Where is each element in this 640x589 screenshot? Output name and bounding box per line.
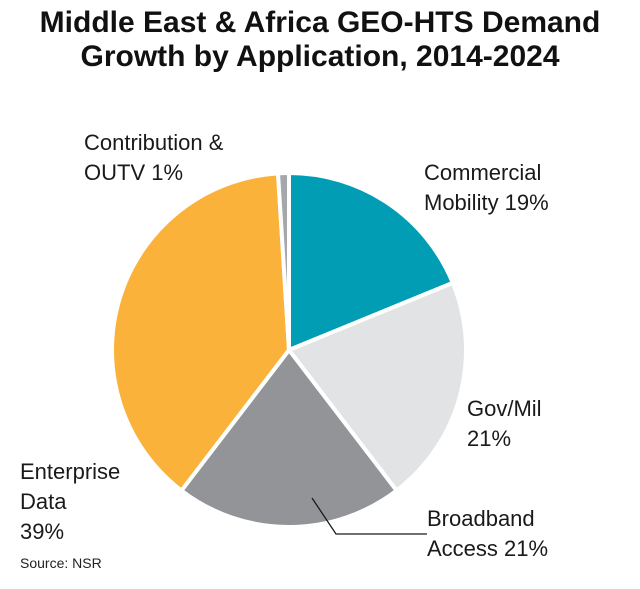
chart-title-line-2: Growth by Application, 2014-2024 — [80, 40, 560, 73]
slice-label-gov-mil-line-2: 21% — [467, 426, 512, 451]
pie-slice-contribution-outv — [276, 170, 291, 352]
chart-title-line-1: Middle East & Africa GEO-HTS Demand — [39, 6, 601, 39]
slice-label-contribution-outv-line-2: OUTV 1% — [84, 160, 184, 185]
slice-label-enterprise-data-line-3: 39% — [20, 519, 65, 544]
pie-slice-broadband-access — [179, 348, 399, 529]
slice-label-contribution-outv-line-1: Contribution & — [84, 130, 224, 155]
slice-label-enterprise-data: Enterprise Data 39% — [20, 457, 120, 547]
slice-label-gov-mil-line-1: Gov/Mil — [467, 396, 542, 421]
slice-label-broadband-access-line-2: Access 21% — [427, 536, 549, 561]
source-note: Source: NSR — [20, 555, 102, 571]
pie-slices — [110, 170, 468, 529]
slice-label-commercial-mobility: Commercial Mobility 19% — [424, 158, 549, 218]
slice-label-commercial-mobility-line-2: Mobility 19% — [424, 190, 549, 215]
leader-line-broadband-access — [311, 497, 427, 535]
slice-label-broadband-access-line-1: Broadband — [427, 506, 535, 531]
slice-label-enterprise-data-line-1: Enterprise — [20, 459, 121, 484]
slice-label-contribution-outv: Contribution & OUTV 1% — [84, 128, 223, 188]
pie-slice-enterprise-data — [110, 171, 291, 493]
slice-label-enterprise-data-line-2: Data — [20, 489, 67, 514]
pie-slice-gov-mil — [287, 280, 468, 493]
slice-label-broadband-access: Broadband Access 21% — [427, 504, 548, 564]
slice-label-gov-mil: Gov/Mil 21% — [467, 394, 542, 454]
pie-slice-commercial-mobility — [287, 171, 455, 352]
chart-title: Middle East & Africa GEO-HTS Demand Grow… — [0, 6, 640, 74]
slice-label-commercial-mobility-line-1: Commercial — [424, 160, 542, 185]
